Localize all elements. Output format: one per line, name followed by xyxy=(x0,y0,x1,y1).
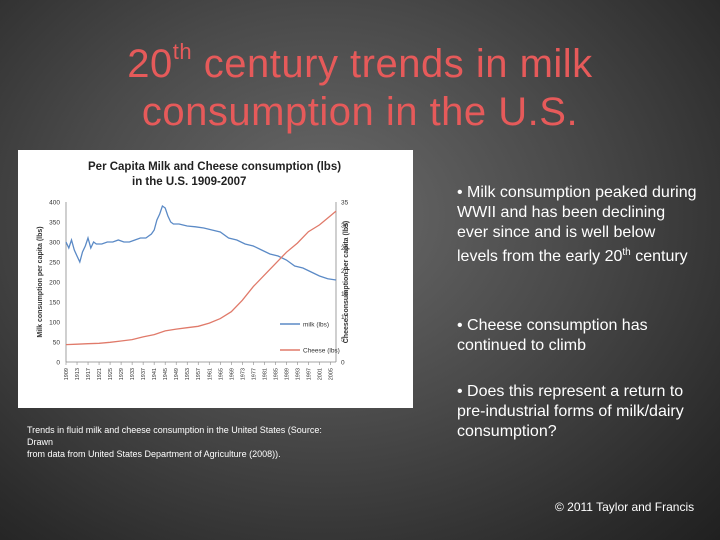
series-lines xyxy=(65,204,337,346)
bullet-cheese-climb: • Cheese consumption has continued to cl… xyxy=(457,317,648,354)
title-line2: consumption in the U.S. xyxy=(141,90,579,134)
y-tick-label-left: 200 xyxy=(49,280,60,287)
caption-line2: Drawn xyxy=(27,437,54,447)
x-tick-label: 1913 xyxy=(75,368,81,380)
x-tick-label: 1957 xyxy=(196,368,202,380)
y-tick-label-left: 400 xyxy=(49,200,60,207)
caption-line3: from data from United States Department … xyxy=(27,449,281,459)
x-tick-label: 1981 xyxy=(262,368,268,380)
y-tick-label-left: 100 xyxy=(49,320,60,327)
x-tick-label: 1993 xyxy=(295,368,301,380)
x-tick-label: 1997 xyxy=(306,368,312,380)
y-tick-label-left: 300 xyxy=(49,240,60,247)
y-tick-label-right: 25 xyxy=(341,245,349,252)
bullet-question: • Does this represent a return to pre-in… xyxy=(457,383,684,440)
x-tick-label: 1949 xyxy=(174,368,180,380)
chart-panel: Per Capita Milk and Cheese consumption (… xyxy=(18,150,413,408)
x-tick-label: 1953 xyxy=(185,368,191,380)
x-tick-label: 1925 xyxy=(108,368,114,380)
y-tick-label-left: 350 xyxy=(49,220,60,227)
x-tick-label: 1945 xyxy=(163,368,169,380)
chart-title-line2: in the U.S. 1909-2007 xyxy=(132,176,246,188)
x-tick-label: 1973 xyxy=(240,368,246,380)
y-tick-label-left: 150 xyxy=(49,300,60,307)
chart-caption: Trends in fluid milk and cheese consumpt… xyxy=(27,424,367,460)
y-tick-label-right: 15 xyxy=(341,291,349,298)
x-tick-label: 1937 xyxy=(141,368,147,380)
x-tick-label: 1985 xyxy=(273,368,279,380)
milk-cheese-chart: Per Capita Milk and Cheese consumption (… xyxy=(37,161,350,381)
x-tick-label: 1917 xyxy=(86,368,92,380)
x-tick-label: 1909 xyxy=(64,368,70,380)
x-tick-label: 1989 xyxy=(284,368,290,380)
title-line1: 20th century trends in milk xyxy=(127,39,593,86)
slide-title: 20th century trends in milk consumption … xyxy=(60,28,660,136)
x-tick-label: 1965 xyxy=(218,368,224,380)
chart-title-line1: Per Capita Milk and Cheese consumption (… xyxy=(88,161,341,173)
milk-series-line xyxy=(65,204,337,281)
x-tick-label: 1961 xyxy=(207,368,213,380)
y-tick-label-left: 0 xyxy=(56,360,60,367)
axes: 0 50 100 150 200 250 300 350 400 0 5 10 15 20 25 30 35 19… xyxy=(49,200,348,381)
y-tick-label-right: 10 xyxy=(341,314,349,321)
y-tick-label-right: 35 xyxy=(341,200,349,207)
y-tick-label-right: 30 xyxy=(341,222,349,229)
x-tick-label: 1977 xyxy=(251,368,257,380)
y-tick-label-right: 5 xyxy=(341,337,345,344)
copyright-footer: © 2011 Taylor and Francis xyxy=(555,500,695,514)
x-tick-label: 2001 xyxy=(317,368,323,380)
caption-line1: Trends in fluid milk and cheese consumpt… xyxy=(27,425,322,435)
y-tick-label-left: 250 xyxy=(49,260,60,267)
legend-cheese-label: Cheese (lbs) xyxy=(303,348,340,355)
y-tick-label-right: 20 xyxy=(341,268,349,275)
x-tick-label: 2005 xyxy=(328,368,334,380)
x-tick-label: 1941 xyxy=(152,368,158,380)
y-tick-label-left: 50 xyxy=(53,340,61,347)
legend-milk-label: milk (lbs) xyxy=(303,322,329,329)
x-tick-label: 1929 xyxy=(119,368,125,380)
x-tick-label: 1921 xyxy=(97,368,103,380)
bullet-milk-peak: • Milk consumption peaked during WWII an… xyxy=(457,184,697,265)
x-tick-label: 1969 xyxy=(229,368,235,380)
y-axis-label-left: Milk consumption per capita (lbs) xyxy=(37,226,44,337)
y-axis-label-right: Cheese consumption per capita (lbs) xyxy=(343,221,350,344)
cheese-series-line xyxy=(65,210,337,346)
x-tick-label: 1933 xyxy=(130,368,136,380)
y-tick-label-right: 0 xyxy=(341,360,345,367)
legend: milk (lbs) Cheese (lbs) xyxy=(280,322,340,355)
